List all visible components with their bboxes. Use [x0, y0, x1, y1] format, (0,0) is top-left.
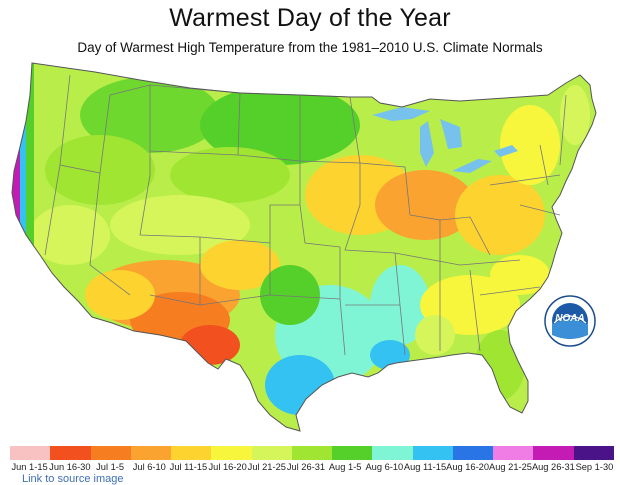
- legend-color-bar: [10, 446, 614, 460]
- map-title: Warmest Day of the Year: [169, 4, 451, 32]
- legend-label: Jun 16-30: [49, 462, 91, 472]
- noaa-logo-text: NOAA: [555, 313, 585, 324]
- legend-label: Aug 1-5: [328, 462, 362, 472]
- legend-swatch: [332, 446, 373, 460]
- legend-swatch: [452, 446, 494, 460]
- noaa-logo: NOAA: [544, 295, 596, 347]
- legend-swatch: [50, 446, 91, 460]
- legend-label: Aug 16-20: [446, 462, 490, 472]
- legend-swatch: [493, 446, 534, 460]
- map-subtitle: Day of Warmest High Temperature from the…: [77, 40, 543, 55]
- legend-label: Sep 1-30: [575, 462, 614, 472]
- legend-swatch: [291, 446, 333, 460]
- legend-label: Aug 6-10: [365, 462, 404, 472]
- legend-label: Jun 1-15: [11, 462, 48, 472]
- source-image-link[interactable]: Link to source image: [22, 473, 124, 485]
- legend-swatch: [372, 446, 413, 460]
- legend-label: Jul 26-31: [286, 462, 326, 472]
- legend-swatch: [10, 446, 51, 460]
- legend-label: Jul 11-15: [169, 462, 208, 472]
- legend-label: Aug 26-31: [531, 462, 575, 472]
- legend-swatch: [573, 446, 614, 460]
- us-map: [11, 62, 597, 432]
- legend-swatch: [130, 446, 172, 460]
- legend-swatch: [412, 446, 453, 460]
- legend-label: Jul 21-25: [247, 462, 286, 472]
- legend-label: Aug 11-15: [403, 462, 447, 472]
- legend-swatch: [90, 446, 131, 460]
- legend-swatch: [251, 446, 292, 460]
- legend-label: Jul 6-10: [132, 462, 166, 472]
- legend-label: Jul 16-20: [208, 462, 247, 472]
- legend-labels: Jun 1-15 Jun 16-30 Jul 1-5 Jul 6-10 Jul 11-1…: [10, 462, 614, 472]
- legend-label: Aug 21-25: [489, 462, 532, 472]
- legend-swatch: [211, 446, 252, 460]
- state-borders: [44, 74, 567, 356]
- legend-swatch: [533, 446, 574, 460]
- great-lakes: [372, 107, 518, 173]
- legend-label: Jul 1-5: [96, 462, 125, 472]
- legend-swatch: [171, 446, 212, 460]
